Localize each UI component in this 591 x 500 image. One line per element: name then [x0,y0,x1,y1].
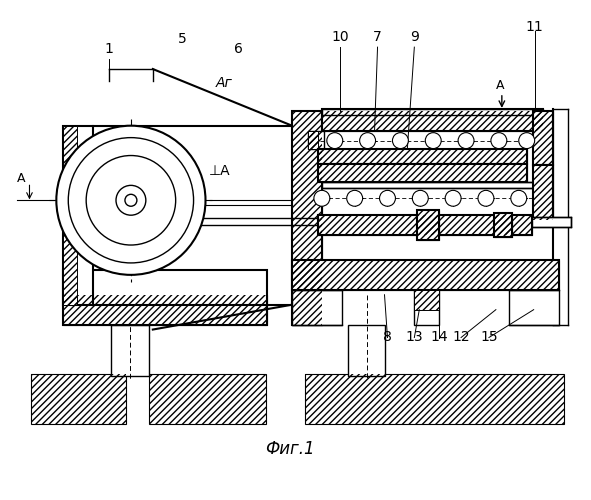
Bar [318,164,527,182]
Circle shape [314,190,330,206]
Bar [532,111,553,166]
Bar [63,294,267,324]
Text: 11: 11 [526,20,544,34]
Bar [532,166,553,220]
Bar [318,148,527,164]
Circle shape [458,132,474,148]
Bar [322,111,543,130]
Bar [417,210,439,240]
Bar [494,213,512,237]
Circle shape [86,156,176,245]
Text: 5: 5 [178,32,187,46]
Circle shape [347,190,363,206]
Bar [63,126,93,304]
Circle shape [445,190,461,206]
Bar [532,111,553,166]
Text: 8: 8 [383,330,392,344]
Bar [292,260,558,290]
Bar [318,164,527,182]
Bar [111,324,149,376]
Bar [494,213,512,237]
Bar [292,111,322,324]
Bar [348,324,385,376]
Bar [414,290,439,324]
Bar [322,111,543,130]
Bar [532,166,553,220]
Circle shape [379,190,395,206]
Bar [63,294,267,324]
Bar [149,374,266,424]
Bar [63,126,77,304]
Bar [532,111,553,166]
Circle shape [392,132,408,148]
Text: 12: 12 [452,330,470,344]
Bar [414,290,439,310]
Bar [63,270,267,324]
Bar [63,126,77,304]
Circle shape [360,132,375,148]
Text: Аг: Аг [216,76,232,90]
Text: Фиг.1: Фиг.1 [265,440,315,458]
Text: 6: 6 [234,42,243,56]
Text: A: A [496,79,504,92]
Text: 7: 7 [373,30,382,44]
Bar [417,210,439,240]
Bar [318,164,527,182]
Bar [292,111,322,324]
Bar [292,260,558,290]
Text: 9: 9 [410,30,419,44]
Bar [308,130,318,148]
Text: 13: 13 [405,330,423,344]
Bar [322,109,543,115]
Bar [305,374,563,424]
Bar [322,111,543,130]
Bar [31,374,126,424]
Text: ⊥А: ⊥А [209,164,230,178]
Bar [318,215,532,235]
Circle shape [56,126,206,275]
Circle shape [511,190,527,206]
Circle shape [519,132,535,148]
Circle shape [478,190,494,206]
Bar [308,130,318,148]
Circle shape [327,132,343,148]
Circle shape [69,138,194,263]
Text: 10: 10 [331,30,349,44]
Bar [318,148,527,164]
Bar [31,374,126,424]
Circle shape [491,132,507,148]
Bar [414,290,439,310]
Bar [318,148,527,164]
Circle shape [125,194,137,206]
Text: A: A [17,172,25,186]
Text: 15: 15 [480,330,498,344]
Bar [322,182,535,188]
Bar [509,290,558,324]
Circle shape [413,190,428,206]
Bar [292,260,558,290]
Bar [417,210,439,240]
Bar [292,111,322,324]
Bar [532,166,553,220]
Circle shape [116,186,146,215]
Bar [149,374,266,424]
Bar [292,290,342,324]
Text: 1: 1 [105,42,113,56]
Circle shape [426,132,441,148]
Bar [305,374,563,424]
Text: 14: 14 [430,330,448,344]
Bar [308,130,324,148]
Bar [318,215,532,235]
Bar [494,213,512,237]
Bar [318,215,532,235]
Bar [532,217,571,227]
